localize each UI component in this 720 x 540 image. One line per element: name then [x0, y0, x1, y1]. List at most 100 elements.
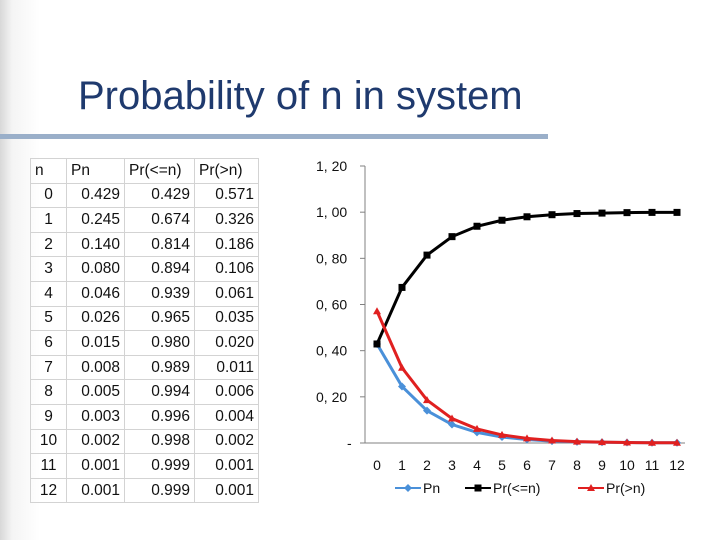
column-header-n: n: [30, 158, 67, 184]
data-point-square: [498, 216, 506, 224]
table-cell: 6: [30, 330, 67, 356]
table-cell: 0.061: [194, 280, 259, 307]
series-line-2: [375, 310, 677, 445]
y-tick-label: 0, 80: [316, 250, 347, 266]
series-line-1: [375, 210, 677, 345]
data-point-diamond: [404, 484, 412, 492]
data-point-square: [474, 484, 482, 492]
table-cell: 0.894: [124, 256, 195, 282]
data-point-square: [423, 251, 431, 259]
y-tick-label: -: [347, 435, 352, 451]
table-cell: 0.980: [124, 330, 195, 356]
table-cell: 4: [30, 280, 67, 307]
table-cell: 0.999: [124, 453, 195, 479]
table-cell: 0.674: [124, 207, 195, 233]
table-cell: 0.002: [194, 428, 259, 455]
table-row: 7 0.008 0.989 0.011: [30, 354, 259, 381]
data-point-triangle: [623, 438, 631, 446]
table-cell: 5: [30, 305, 67, 332]
x-tick-label: 11: [645, 457, 660, 473]
table-cell: 0.994: [124, 379, 195, 405]
y-tick-label: 1, 00: [316, 204, 347, 220]
data-point-diamond: [448, 420, 456, 429]
data-point-triangle: [373, 307, 381, 315]
table-cell: 0.429: [66, 182, 125, 209]
x-tick-label: 3: [448, 457, 456, 473]
x-tick-label: 1: [398, 457, 406, 473]
legend-label: Pn: [423, 480, 440, 496]
x-tick-label: 4: [473, 457, 481, 473]
table-cell: 0.015: [66, 330, 125, 356]
data-point-square: [548, 211, 556, 219]
x-tick-label: 6: [523, 457, 531, 473]
table-cell: 8: [30, 379, 67, 405]
title-underline: [0, 134, 548, 139]
table-row: 6 0.015 0.980 0.020: [30, 330, 259, 356]
table-header-row: n Pn Pr(<=n) Pr(>n): [30, 158, 259, 184]
table-cell: 0.002: [66, 428, 125, 455]
table-cell: 0.003: [66, 403, 125, 430]
table-row: 5 0.026 0.965 0.035: [30, 305, 259, 332]
table-cell: 11: [30, 453, 67, 479]
data-point-triangle: [523, 434, 531, 442]
table-cell: 0.140: [66, 231, 125, 258]
table-cell: 0.005: [66, 379, 125, 405]
table-cell: 2: [30, 231, 67, 258]
y-tick-label: 0, 60: [316, 297, 347, 313]
table-cell: 3: [30, 256, 67, 282]
table-row: 1 0.245 0.674 0.326: [30, 207, 259, 233]
table-cell: 0.571: [194, 182, 259, 209]
table-row: 10 0.002 0.998 0.002: [30, 428, 259, 455]
x-tick-label: 2: [423, 457, 431, 473]
table-cell: 0.001: [66, 477, 125, 504]
table-cell: 0.008: [66, 354, 125, 381]
table-cell: 0.186: [194, 231, 259, 258]
table-cell: 0.004: [194, 403, 259, 430]
table-cell: 0.429: [124, 182, 195, 209]
table-cell: 0.006: [194, 379, 259, 405]
column-header-pr-gt-n: Pr(>n): [194, 158, 259, 184]
table-cell: 10: [30, 428, 67, 455]
data-point-square: [373, 340, 381, 348]
table-cell: 0.998: [124, 428, 195, 455]
data-point-square: [648, 208, 656, 216]
table-row: 9 0.003 0.996 0.004: [30, 403, 259, 430]
table-cell: 0.939: [124, 280, 195, 307]
table-cell: 0: [30, 182, 67, 209]
data-point-triangle: [598, 438, 606, 446]
x-tick-label: 12: [669, 457, 685, 473]
data-point-square: [448, 233, 456, 241]
data-point-triangle: [673, 438, 681, 446]
table-cell: 1: [30, 207, 67, 233]
table-cell: 7: [30, 354, 67, 381]
x-tick-label: 8: [573, 457, 581, 473]
data-point-square: [473, 222, 481, 230]
table-cell: 0.046: [66, 280, 125, 307]
data-point-diamond: [423, 406, 431, 415]
probability-table: n Pn Pr(<=n) Pr(>n) 0 0.429 0.429 0.571 1 0.2…: [30, 158, 259, 504]
data-point-triangle: [573, 437, 581, 445]
data-point-square: [398, 283, 406, 291]
data-point-triangle: [423, 396, 431, 404]
table-row: 3 0.080 0.894 0.106: [30, 256, 259, 282]
data-point-triangle: [648, 438, 656, 446]
y-tick-label: 0, 40: [316, 343, 347, 359]
table-row: 0 0.429 0.429 0.571: [30, 182, 259, 209]
table-row: 4 0.046 0.939 0.061: [30, 280, 259, 307]
table-cell: 12: [30, 477, 67, 504]
data-point-triangle: [448, 414, 456, 422]
table-cell: 0.814: [124, 231, 195, 258]
data-point-triangle: [587, 484, 595, 491]
x-tick-label: 10: [619, 457, 635, 473]
data-point-square: [623, 209, 631, 217]
legend-label: Pr(>n): [606, 480, 645, 496]
table-cell: 0.020: [194, 330, 259, 356]
column-header-pr-le-n: Pr(<=n): [124, 158, 195, 184]
data-point-square: [573, 210, 581, 218]
table-row: 2 0.140 0.814 0.186: [30, 231, 259, 258]
table-cell: 0.001: [194, 477, 259, 504]
column-header-pn: Pn: [66, 158, 125, 184]
probability-chart: -0, 200, 400, 600, 801, 001, 200 1 2 3 4 5 6 7 8…: [316, 158, 685, 496]
data-point-triangle: [498, 430, 506, 438]
data-point-triangle: [548, 436, 556, 444]
